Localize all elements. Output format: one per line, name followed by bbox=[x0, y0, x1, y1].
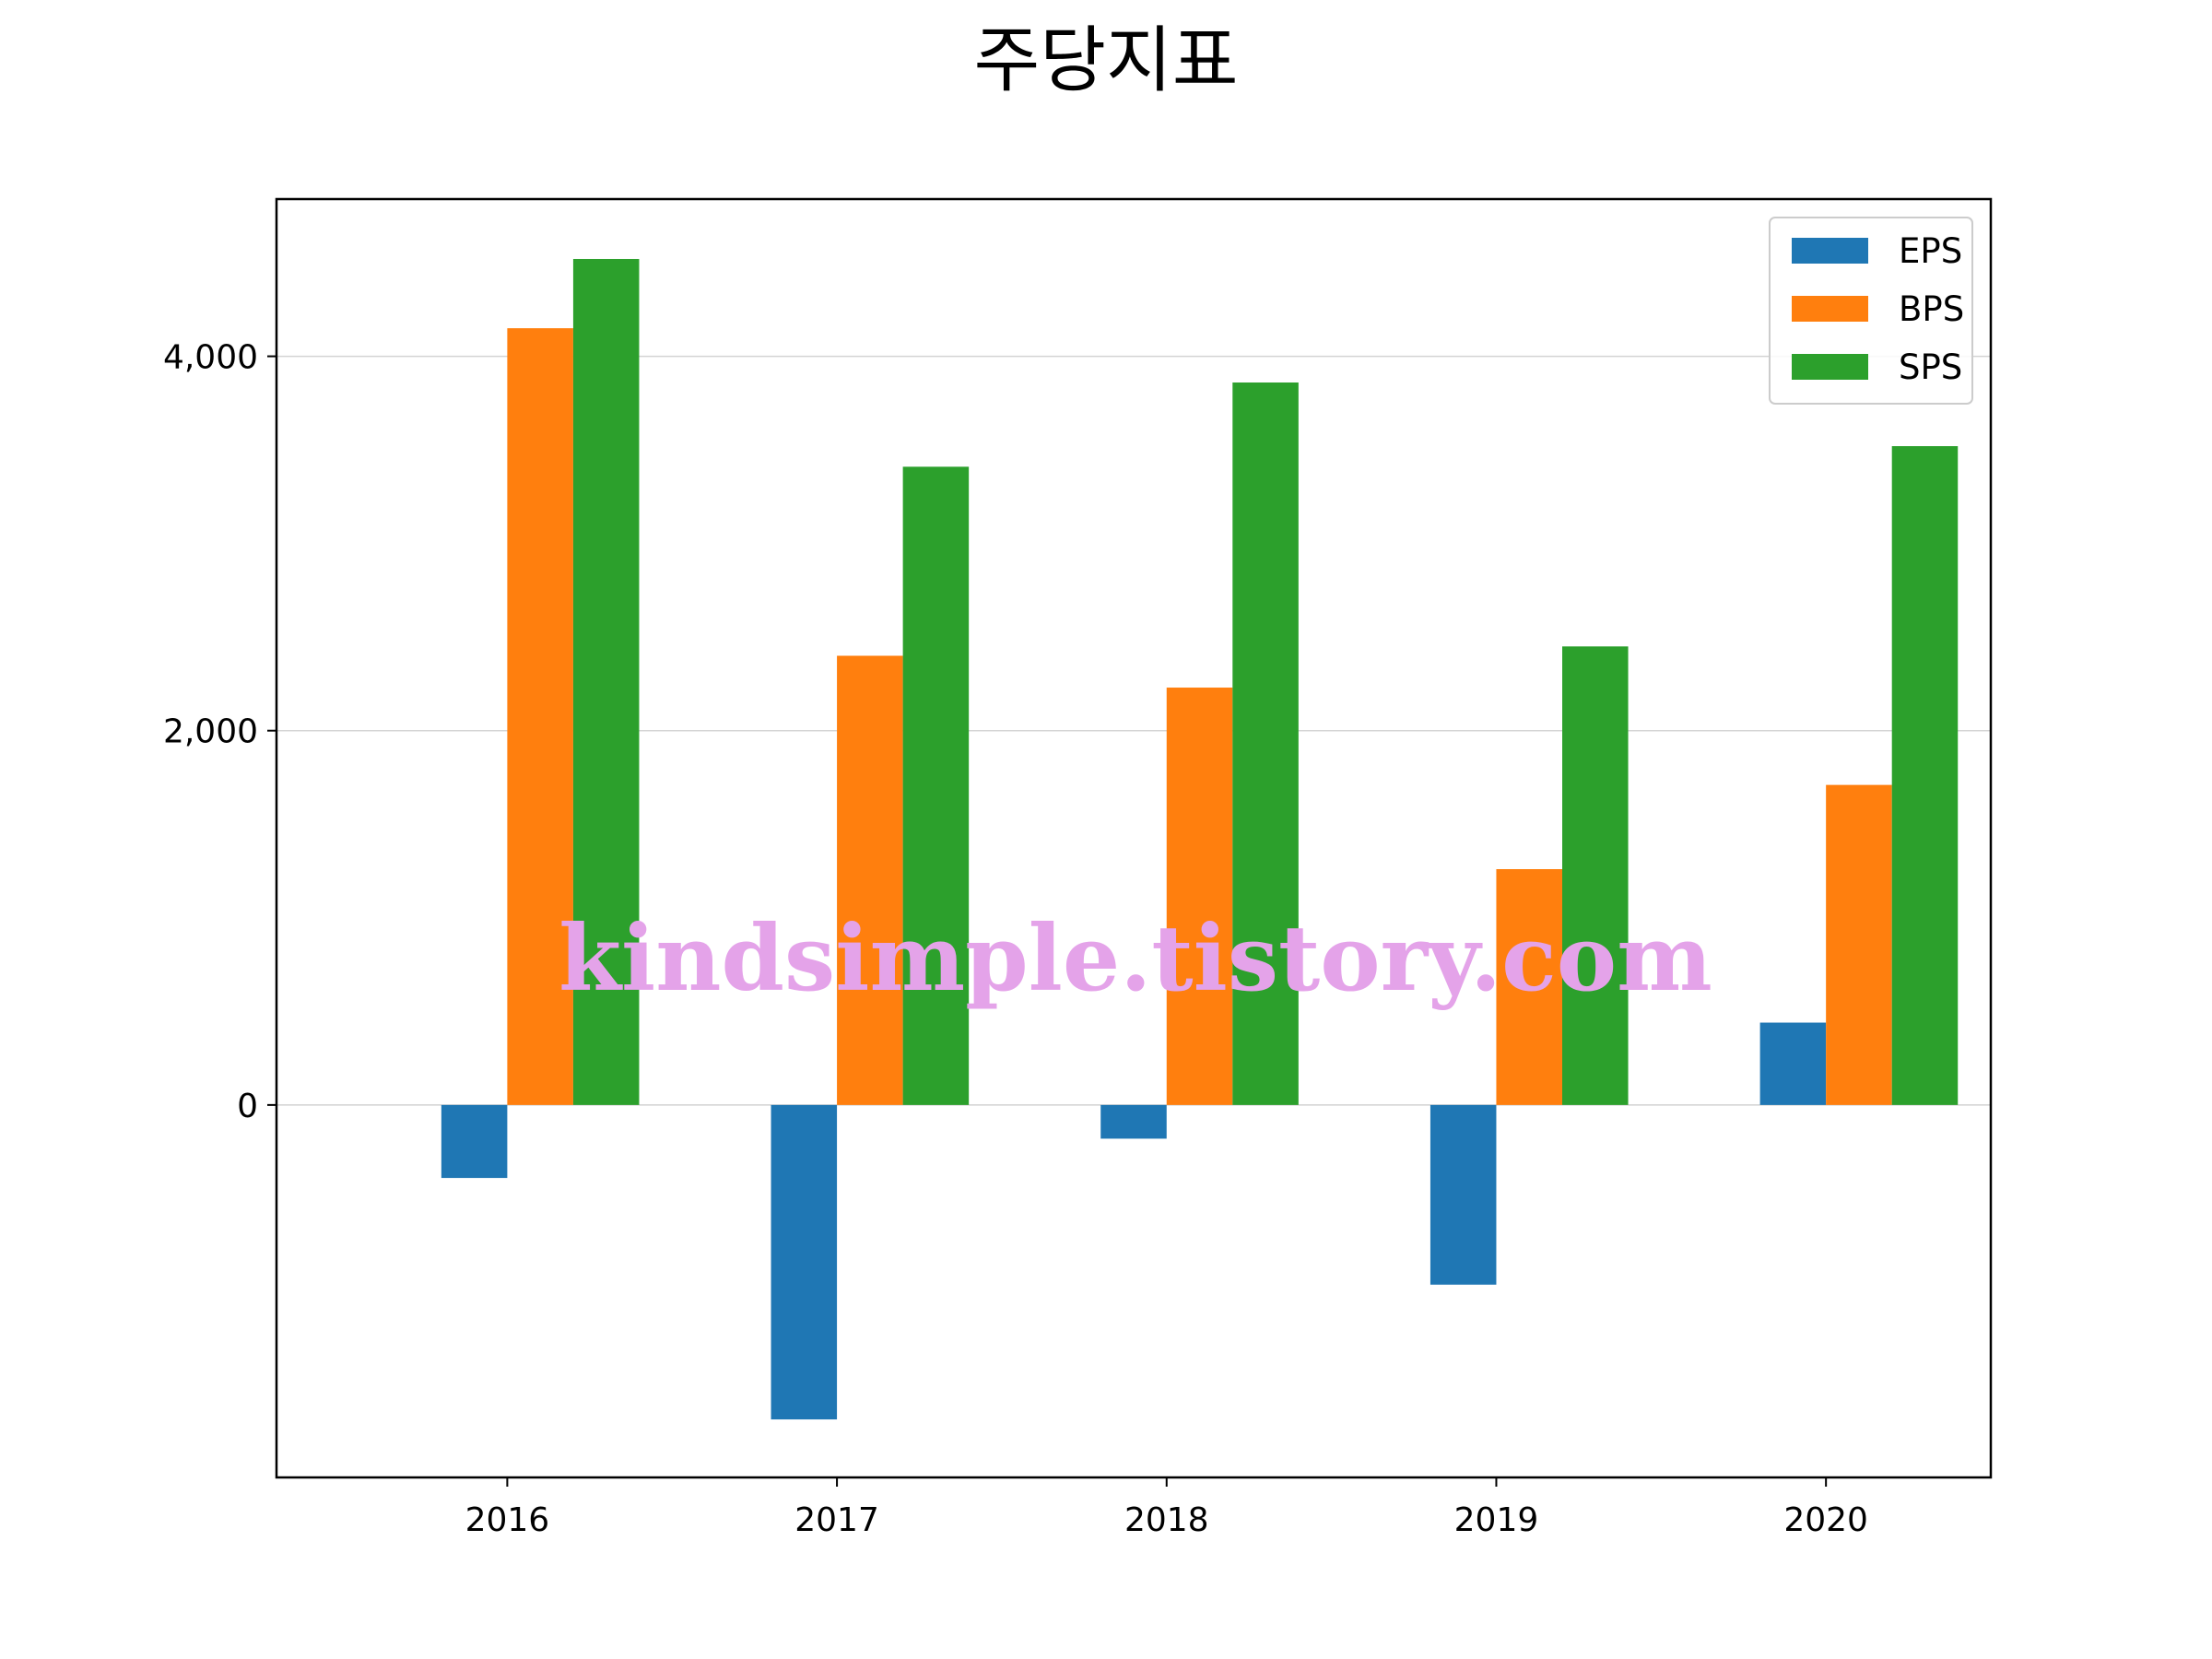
bar-bps-2016 bbox=[507, 328, 573, 1105]
bar-sps-2016 bbox=[572, 258, 640, 1105]
bar-eps-2016 bbox=[441, 1104, 508, 1179]
bar-bps-2020 bbox=[1826, 784, 1892, 1105]
y-axis: 0 2,000 4,000 bbox=[163, 339, 276, 1125]
legend-swatch-sps bbox=[1792, 354, 1868, 380]
legend-label-eps: EPS bbox=[1899, 231, 1962, 271]
x-tick-label-2019: 2019 bbox=[1454, 1501, 1539, 1539]
y-tick-label-0: 0 bbox=[237, 1088, 258, 1125]
x-tick-label-2020: 2020 bbox=[1783, 1501, 1868, 1539]
legend: EPS BPS SPS bbox=[1769, 217, 1973, 405]
x-tick-label-2018: 2018 bbox=[1124, 1501, 1209, 1539]
bar-bps-2017 bbox=[837, 655, 903, 1105]
y-tick-label-2: 4,000 bbox=[163, 339, 258, 377]
bar-sps-2017 bbox=[902, 466, 970, 1105]
chart-title: 주당지표 bbox=[973, 19, 1238, 102]
bar-sps-2020 bbox=[1891, 446, 1959, 1105]
bar-bps-2018 bbox=[1166, 688, 1233, 1105]
x-axis: 2016 2017 2018 2019 2020 bbox=[465, 1477, 1868, 1539]
legend-swatch-bps bbox=[1792, 296, 1868, 322]
y-tick-label-1: 2,000 bbox=[163, 713, 258, 751]
legend-swatch-eps bbox=[1792, 238, 1868, 264]
plot-frame bbox=[275, 197, 1993, 1479]
bars bbox=[441, 258, 1959, 1420]
legend-label-bps: BPS bbox=[1899, 289, 1964, 329]
bar-eps-2018 bbox=[1100, 1104, 1167, 1139]
legend-label-sps: SPS bbox=[1899, 347, 1962, 387]
x-tick-label-2017: 2017 bbox=[794, 1501, 879, 1539]
bar-eps-2017 bbox=[771, 1104, 838, 1420]
bar-bps-2019 bbox=[1496, 869, 1562, 1105]
bar-eps-2019 bbox=[1430, 1104, 1497, 1285]
watermark-text: kindsimple.tistory.com bbox=[559, 906, 1712, 1012]
bar-eps-2020 bbox=[1759, 1022, 1827, 1105]
bar-sps-2018 bbox=[1232, 382, 1299, 1105]
x-tick-label-2016: 2016 bbox=[465, 1501, 550, 1539]
bar-sps-2019 bbox=[1562, 646, 1629, 1105]
